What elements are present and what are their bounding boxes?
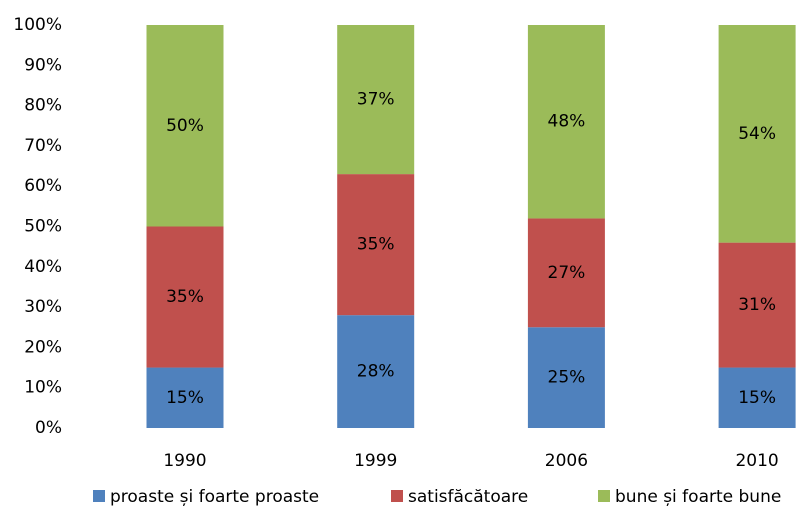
data-label: 54% — [738, 124, 776, 144]
bar-segment — [146, 367, 224, 428]
y-tick-label: 50% — [24, 217, 62, 237]
bar-segment — [718, 367, 796, 428]
bar-segment — [527, 25, 605, 219]
legend-swatch — [391, 490, 403, 502]
bar-segment — [337, 174, 415, 316]
legend-label: proaste și foarte proaste — [110, 487, 319, 507]
bar-segment — [146, 25, 224, 227]
data-label: 28% — [357, 362, 395, 382]
y-tick-label: 30% — [24, 297, 62, 317]
data-label: 35% — [166, 287, 204, 307]
bar-segment — [718, 242, 796, 368]
bar-segment — [146, 226, 224, 368]
bar-segment — [337, 25, 415, 175]
legend-swatch — [93, 490, 105, 502]
y-tick-label: 70% — [24, 136, 62, 156]
bar-segment — [718, 25, 796, 243]
legend-label: satisfăcătoare — [408, 487, 528, 507]
y-tick-label: 90% — [24, 55, 62, 75]
y-tick-label: 60% — [24, 176, 62, 196]
data-label: 37% — [357, 90, 395, 110]
y-tick-label: 100% — [13, 15, 62, 35]
data-label: 15% — [738, 388, 776, 408]
data-label: 25% — [548, 368, 586, 388]
y-tick-label: 40% — [24, 257, 62, 277]
bar-segment — [337, 315, 415, 428]
data-label: 50% — [166, 116, 204, 136]
bar-segment — [527, 327, 605, 428]
legend-label: bune și foarte bune — [615, 487, 781, 507]
y-tick-label: 20% — [24, 337, 62, 357]
x-tick-label: 1990 — [163, 451, 206, 471]
x-tick-label: 1999 — [354, 451, 397, 471]
data-label: 48% — [548, 112, 586, 132]
x-tick-label: 2010 — [735, 451, 778, 471]
data-label: 27% — [548, 263, 586, 283]
x-tick-label: 2006 — [545, 451, 588, 471]
legend-swatch — [598, 490, 610, 502]
bar-segment — [527, 218, 605, 328]
y-tick-label: 10% — [24, 378, 62, 398]
data-label: 15% — [166, 388, 204, 408]
y-tick-label: 80% — [24, 96, 62, 116]
data-label: 31% — [738, 295, 776, 315]
data-label: 35% — [357, 235, 395, 255]
y-tick-label: 0% — [35, 418, 62, 438]
